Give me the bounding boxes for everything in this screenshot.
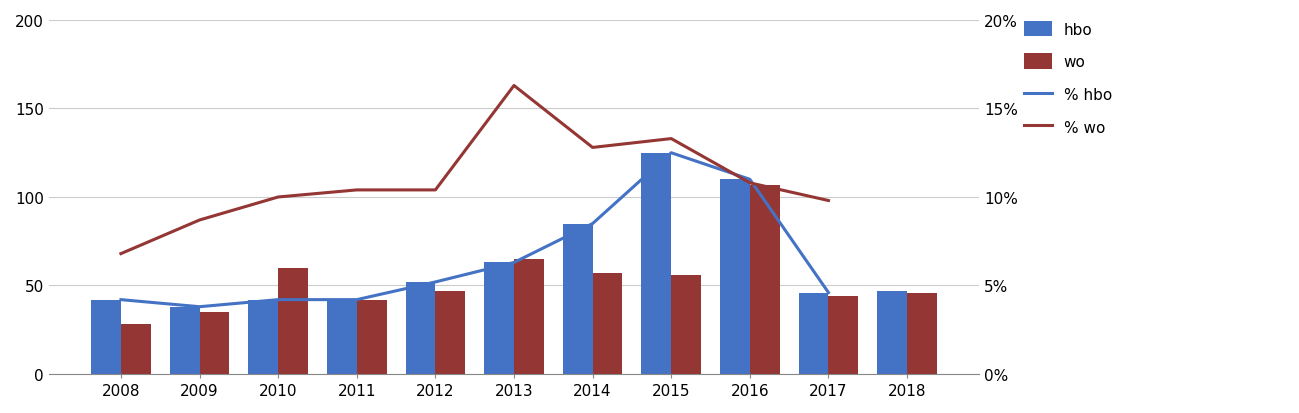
Bar xyxy=(514,259,544,374)
Bar xyxy=(327,300,357,374)
Bar xyxy=(121,325,151,374)
Bar xyxy=(485,263,514,374)
Bar xyxy=(405,282,435,374)
Bar xyxy=(592,273,622,374)
Bar xyxy=(562,224,592,374)
Bar xyxy=(829,297,859,374)
Bar xyxy=(170,307,200,374)
Bar xyxy=(799,293,829,374)
Bar xyxy=(278,268,308,374)
Bar xyxy=(435,291,465,374)
Bar xyxy=(750,185,779,374)
Bar xyxy=(248,300,278,374)
Bar xyxy=(720,180,750,374)
Bar xyxy=(357,300,387,374)
Legend: hbo, wo, % hbo, % wo: hbo, wo, % hbo, % wo xyxy=(1024,21,1112,135)
Bar xyxy=(642,153,672,374)
Bar xyxy=(672,275,701,374)
Bar xyxy=(91,300,121,374)
Bar xyxy=(877,291,907,374)
Bar xyxy=(907,293,937,374)
Bar xyxy=(200,312,230,374)
